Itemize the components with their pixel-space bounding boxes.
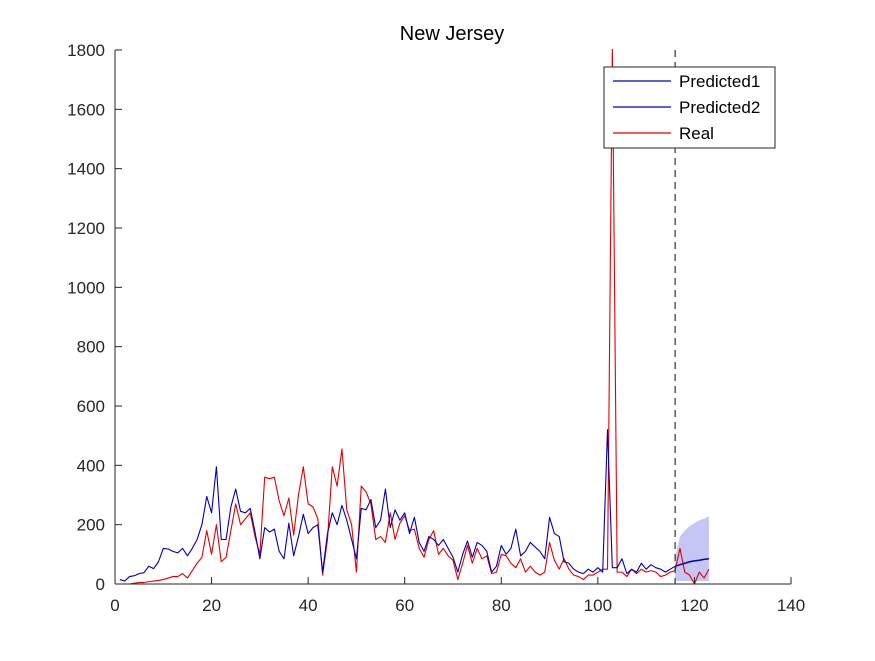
- x-tick-label: 20: [202, 596, 221, 615]
- legend-entry: Predicted2: [679, 98, 760, 117]
- legend-entry: Real: [679, 124, 714, 143]
- series-line-real: [119, 49, 710, 584]
- legend-entry: Predicted1: [679, 72, 760, 91]
- y-tick-label: 1000: [67, 278, 105, 297]
- x-tick-label: 100: [584, 596, 612, 615]
- legend: Predicted1 Predicted2 Real: [603, 66, 776, 149]
- y-tick-label: 1600: [67, 100, 105, 119]
- y-tick-label: 200: [77, 516, 105, 535]
- y-tick-label: 1200: [67, 219, 105, 238]
- y-tick-label: 1800: [67, 41, 105, 60]
- y-tick-label: 0: [96, 575, 105, 594]
- y-tick-label: 800: [77, 338, 105, 357]
- y-tick-label: 600: [77, 397, 105, 416]
- series-line-predicted1: [119, 429, 676, 582]
- x-tick-label: 120: [680, 596, 708, 615]
- x-tick-label: 40: [299, 596, 318, 615]
- series-line-predicted2: [674, 558, 710, 567]
- y-tick-label: 400: [77, 456, 105, 475]
- x-tick-label: 140: [777, 596, 805, 615]
- x-tick-label: 0: [110, 596, 119, 615]
- x-tick-label: 60: [395, 596, 414, 615]
- y-tick-label: 1400: [67, 160, 105, 179]
- x-tick-label: 80: [492, 596, 511, 615]
- chart-title: New Jersey: [400, 23, 504, 45]
